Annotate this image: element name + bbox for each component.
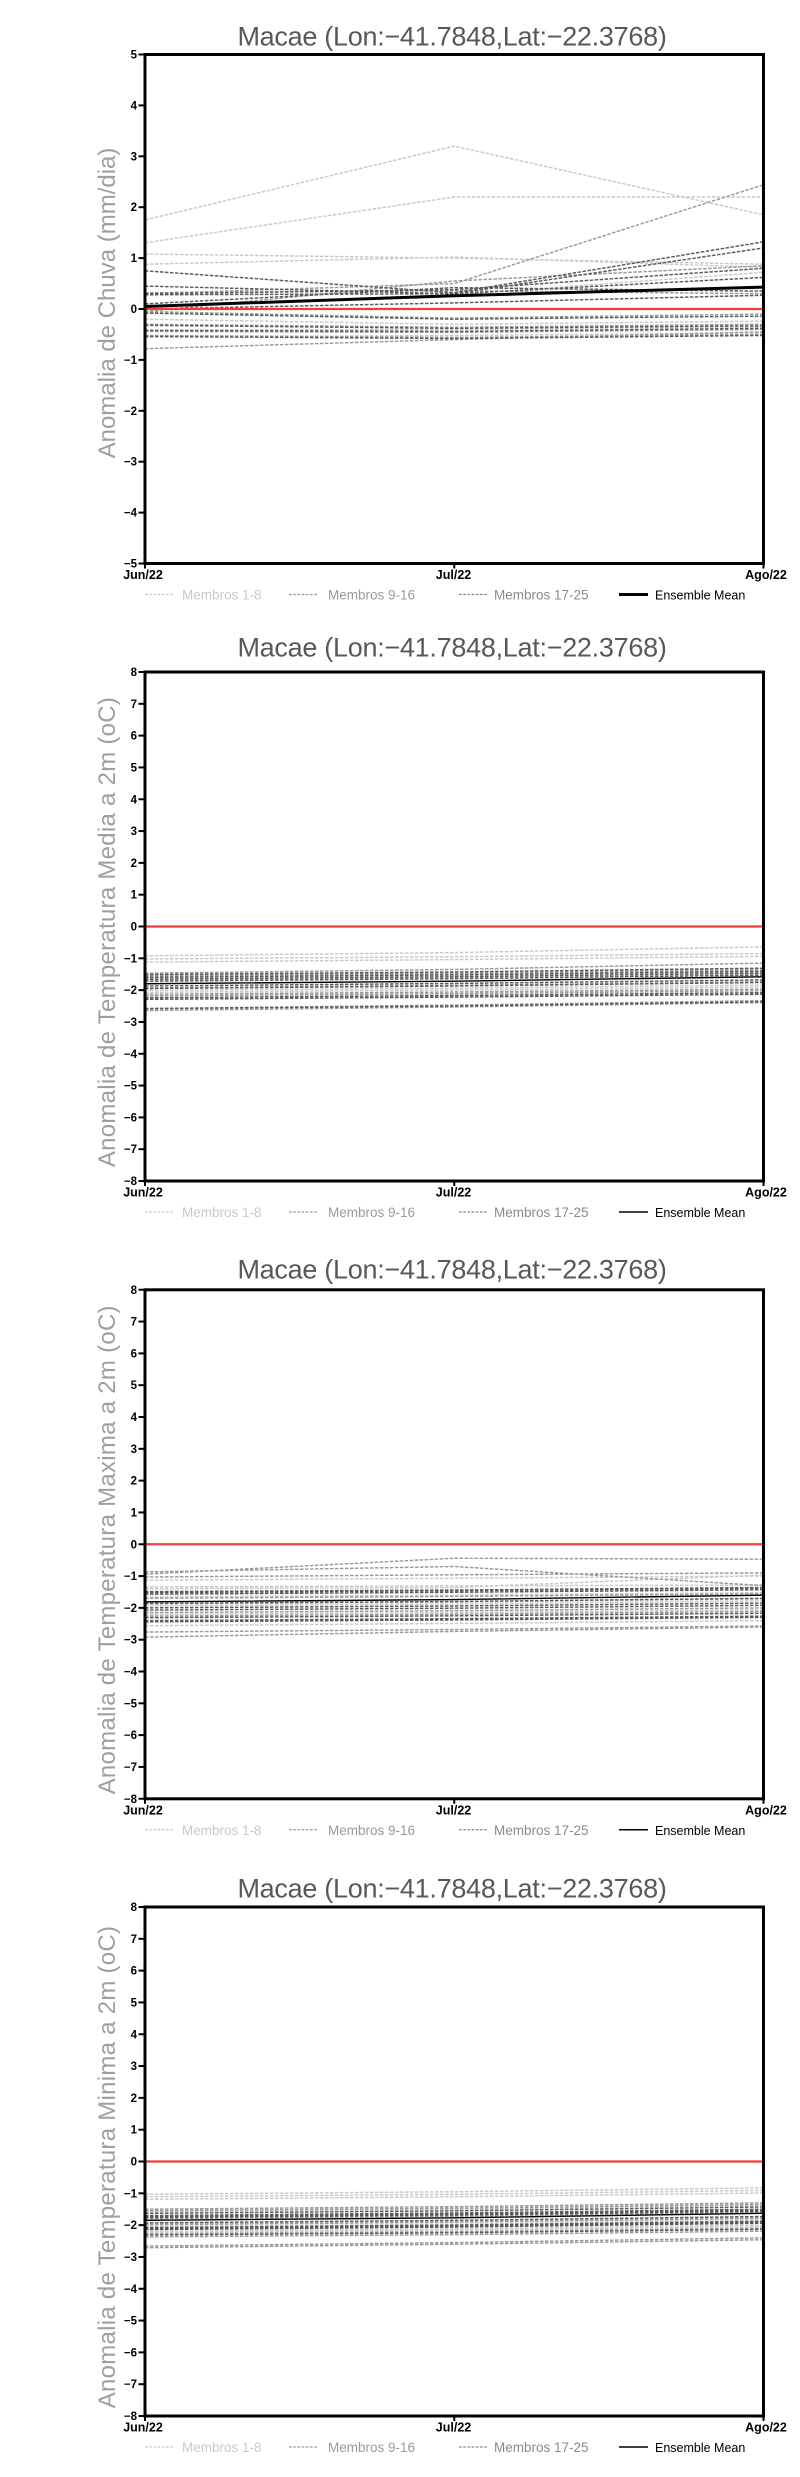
svg-text:Membros 1-8: Membros 1-8: [182, 1823, 262, 1838]
svg-text:5: 5: [131, 762, 138, 774]
svg-text:−6: −6: [124, 1112, 137, 1124]
svg-text:−7: −7: [124, 2379, 137, 2391]
svg-text:4: 4: [131, 100, 138, 112]
svg-text:Macae (Lon:−41.7848,Lat:−22.37: Macae (Lon:−41.7848,Lat:−22.3768): [237, 1874, 666, 1904]
svg-text:Macae (Lon:−41.7848,Lat:−22.37: Macae (Lon:−41.7848,Lat:−22.3768): [237, 633, 666, 663]
svg-text:5: 5: [131, 50, 138, 62]
svg-text:2: 2: [131, 202, 137, 214]
svg-text:7: 7: [131, 699, 137, 711]
svg-text:Ensemble Mean: Ensemble Mean: [655, 1206, 745, 1220]
svg-text:7: 7: [131, 1317, 137, 1329]
svg-text:0: 0: [131, 304, 137, 316]
svg-text:Jul/22: Jul/22: [436, 568, 471, 582]
svg-text:Jun/22: Jun/22: [123, 1803, 163, 1817]
svg-text:1: 1: [131, 253, 138, 265]
svg-text:Membros 9-16: Membros 9-16: [328, 1205, 415, 1220]
svg-text:−8: −8: [124, 2411, 138, 2423]
svg-text:Membros 9-16: Membros 9-16: [328, 1823, 415, 1838]
svg-text:Membros 17-25: Membros 17-25: [494, 1823, 589, 1838]
svg-text:−2: −2: [124, 1603, 137, 1615]
svg-text:Jul/22: Jul/22: [436, 1803, 471, 1817]
svg-text:3: 3: [131, 2061, 137, 2073]
svg-text:Ago/22: Ago/22: [745, 2421, 787, 2435]
svg-text:−4: −4: [124, 508, 138, 520]
svg-text:Ago/22: Ago/22: [745, 568, 787, 582]
svg-text:2: 2: [131, 1476, 137, 1488]
svg-text:0: 0: [131, 1539, 137, 1551]
svg-text:−5: −5: [124, 1081, 138, 1093]
svg-text:−7: −7: [124, 1762, 137, 1774]
svg-text:−4: −4: [124, 1667, 138, 1679]
svg-text:Membros 17-25: Membros 17-25: [494, 1205, 589, 1220]
svg-text:Ensemble Mean: Ensemble Mean: [655, 2441, 745, 2455]
svg-text:Jun/22: Jun/22: [123, 568, 163, 582]
svg-text:5: 5: [131, 1997, 138, 2009]
svg-text:6: 6: [131, 1966, 137, 1978]
svg-text:−4: −4: [124, 2284, 138, 2296]
svg-text:Anomalia de Temperatura Minima: Anomalia de Temperatura Minima a 2m (oC): [94, 1926, 121, 2409]
svg-text:Membros 1-8: Membros 1-8: [182, 1205, 262, 1220]
svg-text:Membros 17-25: Membros 17-25: [494, 2440, 589, 2455]
svg-text:8: 8: [131, 1902, 138, 1914]
svg-text:−1: −1: [124, 355, 138, 367]
svg-text:Jun/22: Jun/22: [123, 1186, 163, 1200]
svg-text:−3: −3: [124, 1017, 137, 1029]
svg-text:Macae (Lon:−41.7848,Lat:−22.37: Macae (Lon:−41.7848,Lat:−22.3768): [237, 1255, 666, 1285]
svg-text:−3: −3: [124, 1635, 137, 1647]
svg-text:−1: −1: [124, 1571, 138, 1583]
svg-text:2: 2: [131, 858, 137, 870]
svg-text:−5: −5: [124, 559, 138, 571]
svg-text:0: 0: [131, 2157, 137, 2169]
svg-text:Macae (Lon:−41.7848,Lat:−22.37: Macae (Lon:−41.7848,Lat:−22.3768): [237, 22, 666, 52]
svg-text:−2: −2: [124, 2220, 137, 2232]
svg-text:7: 7: [131, 1934, 137, 1946]
svg-text:Membros 1-8: Membros 1-8: [182, 588, 262, 603]
svg-text:−7: −7: [124, 1144, 137, 1156]
svg-text:−8: −8: [124, 1794, 138, 1806]
svg-text:1: 1: [131, 890, 138, 902]
svg-text:−8: −8: [124, 1176, 138, 1188]
svg-text:3: 3: [131, 826, 137, 838]
svg-text:Ensemble Mean: Ensemble Mean: [655, 589, 745, 603]
svg-text:−5: −5: [124, 1698, 138, 1710]
svg-text:−5: −5: [124, 2316, 138, 2328]
svg-text:5: 5: [131, 1380, 138, 1392]
svg-text:−6: −6: [124, 2347, 137, 2359]
svg-text:Jul/22: Jul/22: [436, 1186, 471, 1200]
svg-text:−4: −4: [124, 1049, 138, 1061]
svg-text:8: 8: [131, 667, 138, 679]
svg-text:Anomalia de Chuva (mm/dia): Anomalia de Chuva (mm/dia): [94, 148, 121, 459]
svg-text:−3: −3: [124, 457, 137, 469]
svg-text:Ensemble Mean: Ensemble Mean: [655, 1824, 745, 1838]
svg-text:4: 4: [131, 2029, 138, 2041]
svg-text:3: 3: [131, 151, 137, 163]
svg-text:0: 0: [131, 922, 137, 934]
svg-text:−2: −2: [124, 406, 137, 418]
svg-text:4: 4: [131, 794, 138, 806]
svg-text:6: 6: [131, 731, 137, 743]
svg-text:Ago/22: Ago/22: [745, 1186, 787, 1200]
svg-text:Membros 9-16: Membros 9-16: [328, 2440, 415, 2455]
svg-text:Membros 9-16: Membros 9-16: [328, 588, 415, 603]
svg-text:8: 8: [131, 1285, 138, 1297]
svg-text:−6: −6: [124, 1730, 137, 1742]
svg-text:1: 1: [131, 2125, 138, 2137]
svg-text:Membros 1-8: Membros 1-8: [182, 2440, 262, 2455]
svg-text:−1: −1: [124, 2188, 138, 2200]
svg-text:Ago/22: Ago/22: [745, 1803, 787, 1817]
svg-text:Anomalia de Temperatura Media: Anomalia de Temperatura Media a 2m (oC): [94, 697, 121, 1167]
svg-text:3: 3: [131, 1444, 137, 1456]
svg-text:4: 4: [131, 1412, 138, 1424]
svg-text:−2: −2: [124, 985, 137, 997]
svg-text:−1: −1: [124, 953, 138, 965]
svg-text:2: 2: [131, 2093, 137, 2105]
svg-text:Jun/22: Jun/22: [123, 2421, 163, 2435]
svg-text:6: 6: [131, 1348, 137, 1360]
svg-text:Anomalia de Temperatura Maxima: Anomalia de Temperatura Maxima a 2m (oC): [94, 1305, 121, 1794]
svg-text:Membros 17-25: Membros 17-25: [494, 588, 589, 603]
svg-text:Jul/22: Jul/22: [436, 2421, 471, 2435]
svg-text:−3: −3: [124, 2252, 137, 2264]
svg-text:1: 1: [131, 1507, 138, 1519]
